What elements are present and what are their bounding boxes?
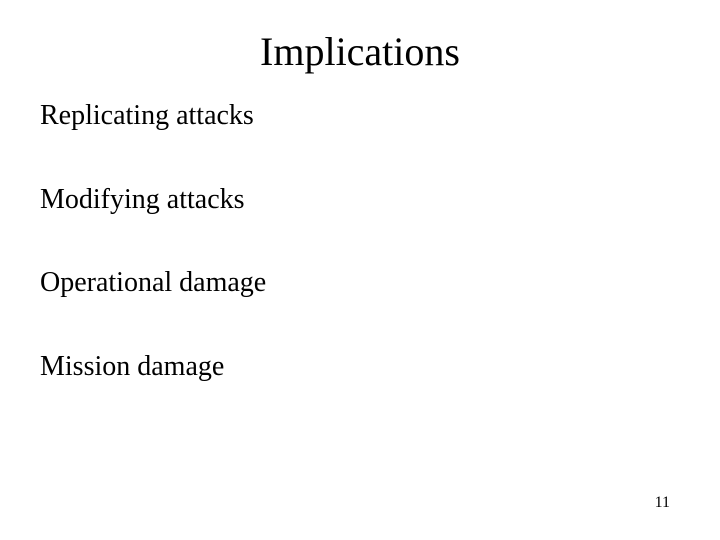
bullet-item: Replicating attacks [40, 99, 680, 133]
slide-container: Implications Replicating attacks Modifyi… [0, 0, 720, 540]
page-number: 11 [655, 494, 670, 512]
slide-title: Implications [40, 28, 680, 75]
bullet-item: Modifying attacks [40, 183, 680, 217]
bullet-item: Mission damage [40, 350, 680, 384]
bullet-item: Operational damage [40, 266, 680, 300]
